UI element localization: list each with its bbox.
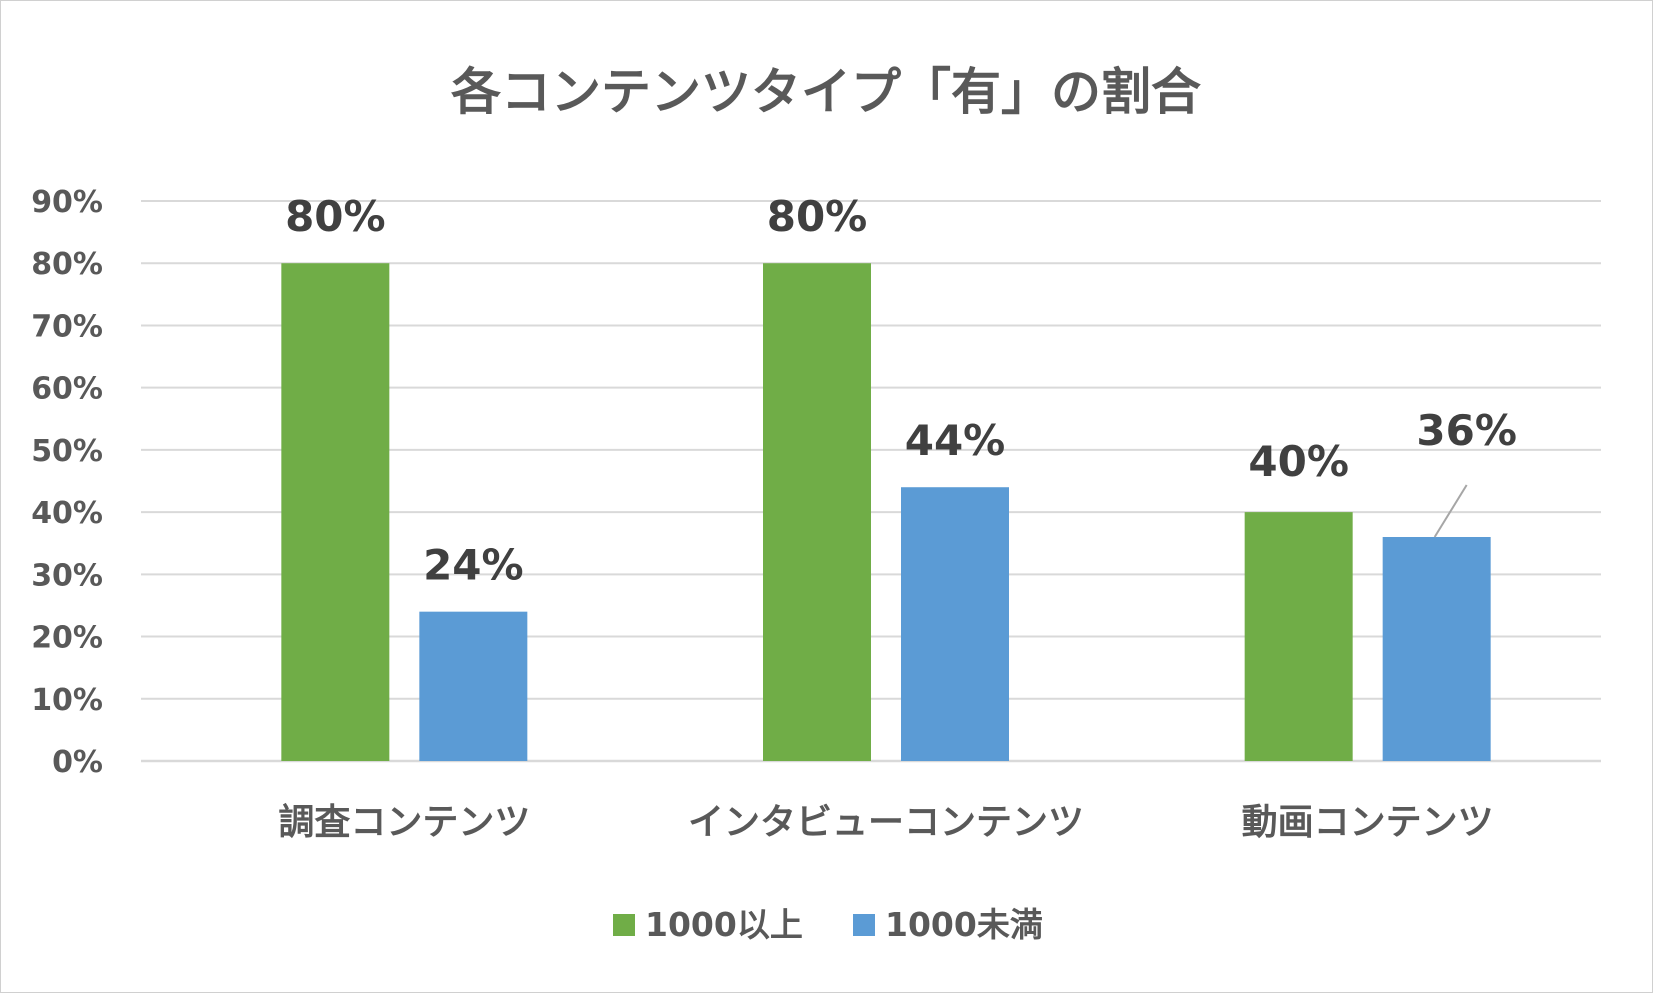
y-tick-label: 90% <box>31 185 103 220</box>
y-tick-label: 20% <box>31 621 103 656</box>
data-label-leader-line <box>1433 484 1468 538</box>
legend[interactable]: 1000以上 1000未満 <box>613 905 1043 944</box>
x-category-label: 動画コンテンツ <box>1242 802 1494 843</box>
x-category-label: インタビューコンテンツ <box>688 802 1084 843</box>
bar <box>1244 512 1353 761</box>
data-label: 40% <box>1248 437 1349 486</box>
legend-item[interactable]: 1000以上 <box>613 905 803 944</box>
chart-title: 各コンテンツタイプ「有」の割合 <box>451 63 1201 121</box>
legend-swatch <box>853 914 875 936</box>
data-label: 80% <box>285 192 386 241</box>
bar <box>763 263 871 761</box>
x-axis-category-labels: 調査コンテンツ インタビューコンテンツ 動画コンテンツ <box>278 802 1493 843</box>
y-tick-label: 60% <box>31 372 103 407</box>
y-axis-tick-labels: 0% 10% 20% 30% 40% 50% 60% 70% 80% 90% <box>31 185 103 780</box>
legend-label: 1000未満 <box>885 905 1043 944</box>
data-label: 80% <box>767 192 868 241</box>
data-label: 36% <box>1416 406 1517 455</box>
y-tick-label: 30% <box>31 558 103 593</box>
y-tick-label: 50% <box>31 434 103 469</box>
y-tick-label: 40% <box>31 496 103 531</box>
y-tick-label: 70% <box>31 309 103 344</box>
data-label: 44% <box>905 416 1006 465</box>
y-tick-label: 10% <box>31 683 103 718</box>
bar <box>1382 537 1491 761</box>
bar <box>419 611 528 761</box>
x-category-label: 調査コンテンツ <box>278 802 530 843</box>
bar <box>281 263 390 761</box>
y-tick-label: 0% <box>52 745 103 780</box>
bars <box>281 263 1491 761</box>
legend-swatch <box>613 914 635 936</box>
y-tick-label: 80% <box>31 247 103 282</box>
bar <box>901 487 1009 761</box>
legend-label: 1000以上 <box>645 905 803 944</box>
data-label: 24% <box>423 541 524 590</box>
data-labels: 80% 24% 80% 44% 40% 36% <box>285 192 1517 589</box>
legend-item[interactable]: 1000未満 <box>853 905 1043 944</box>
